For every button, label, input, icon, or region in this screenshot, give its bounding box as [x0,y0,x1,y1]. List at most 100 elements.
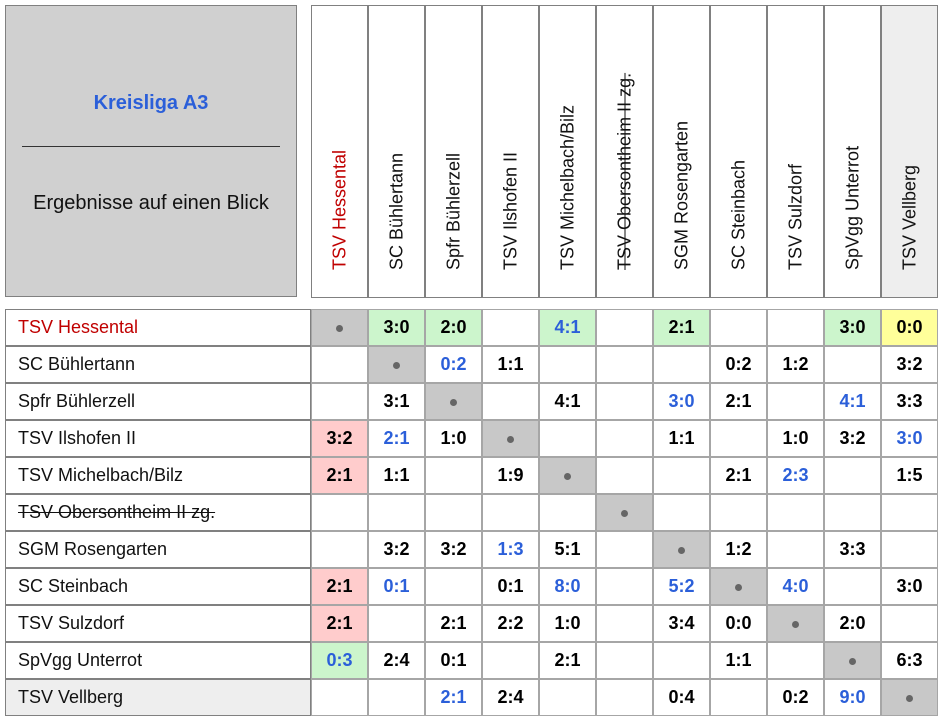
result-cell: 2:0 [824,605,881,642]
result-cell: 3:0 [881,568,938,605]
result-cell [425,457,482,494]
result-cell [482,494,539,531]
row-team-name: TSV Michelbach/Bilz [5,457,311,494]
result-cell: 2:1 [425,605,482,642]
result-cell: 4:1 [824,383,881,420]
column-header: SpVgg Unterrot [824,5,881,298]
column-header-label: SGM Rosengarten [671,120,691,270]
dot-icon [450,398,457,406]
row-team-name: SC Bühlertann [5,346,311,383]
result-cell [539,679,596,716]
result-cell [368,605,425,642]
result-cell: 2:1 [311,605,368,642]
diagonal-cell [824,642,881,679]
result-cell: 3:1 [368,383,425,420]
result-cell: 0:2 [767,679,824,716]
result-cell: 4:0 [767,568,824,605]
column-header-label: SC Steinbach [728,159,748,270]
result-cell [710,494,767,531]
result-cell: 2:0 [425,309,482,346]
result-cell: 4:1 [539,309,596,346]
row-team-name: Spfr Bühlerzell [5,383,311,420]
result-cell [311,346,368,383]
result-cell [653,494,710,531]
result-cell [539,494,596,531]
result-cell: 1:9 [482,457,539,494]
result-cell [311,531,368,568]
result-cell: 3:3 [824,531,881,568]
dot-icon [735,583,742,591]
dot-icon [564,472,571,480]
result-cell [596,568,653,605]
result-cell [710,420,767,457]
result-cell: 2:1 [653,309,710,346]
dot-icon [678,546,685,554]
result-cell: 6:3 [881,642,938,679]
result-cell: 3:0 [368,309,425,346]
result-cell [824,457,881,494]
result-cell [596,309,653,346]
result-cell [596,346,653,383]
result-cell [767,383,824,420]
result-cell [653,346,710,383]
dot-icon [393,361,400,369]
row-team-name: TSV Obersontheim II zg. [5,494,311,531]
result-cell: 3:2 [368,531,425,568]
diagonal-cell [311,309,368,346]
result-cell: 0:2 [425,346,482,383]
column-header-label: TSV Michelbach/Bilz [557,104,577,270]
result-cell: 1:3 [482,531,539,568]
row-team-name: TSV Ilshofen II [5,420,311,457]
result-cell [710,309,767,346]
result-cell: 2:4 [368,642,425,679]
result-cell [482,309,539,346]
column-header: SC Steinbach [710,5,767,298]
result-cell: 0:3 [311,642,368,679]
column-header: TSV Ilshofen II [482,5,539,298]
diagonal-cell [425,383,482,420]
column-header: TSV Michelbach/Bilz [539,5,596,298]
result-cell [767,494,824,531]
result-cell: 1:0 [425,420,482,457]
result-cell: 3:4 [653,605,710,642]
result-cell [596,679,653,716]
result-cell [596,642,653,679]
diagonal-cell [653,531,710,568]
column-header-label: TSV Ilshofen II [500,151,520,270]
title-box: Kreisliga A3 Ergebnisse auf einen Blick [5,5,297,297]
result-cell: 2:1 [311,568,368,605]
dot-icon [792,620,799,628]
result-cell: 0:1 [425,642,482,679]
column-header-label: TSV Sulzdorf [785,163,805,270]
column-header: TSV Hessental [311,5,368,298]
result-cell [539,420,596,457]
subtitle: Ergebnisse auf einen Blick [33,192,269,214]
column-header: TSV Sulzdorf [767,5,824,298]
column-header: SC Bühlertann [368,5,425,298]
column-header: TSV Vellberg [881,5,938,298]
result-cell [311,494,368,531]
diagonal-cell [368,346,425,383]
result-cell: 2:1 [710,457,767,494]
result-cell: 2:1 [368,420,425,457]
result-cell: 0:2 [710,346,767,383]
result-cell [596,605,653,642]
row-team-name: TSV Vellberg [5,679,311,716]
result-cell [767,531,824,568]
result-cell: 2:4 [482,679,539,716]
column-header-label: SC Bühlertann [386,152,406,270]
column-header-label: TSV Vellberg [899,164,919,270]
result-cell: 1:1 [710,642,767,679]
result-cell: 3:2 [425,531,482,568]
result-cell: 3:2 [881,346,938,383]
diagonal-cell [767,605,824,642]
diagonal-cell [710,568,767,605]
result-cell: 1:1 [482,346,539,383]
result-cell [425,568,482,605]
row-team-name: SC Steinbach [5,568,311,605]
diagonal-cell [881,679,938,716]
result-cell: 0:4 [653,679,710,716]
result-cell: 3:0 [653,383,710,420]
diagonal-cell [539,457,596,494]
